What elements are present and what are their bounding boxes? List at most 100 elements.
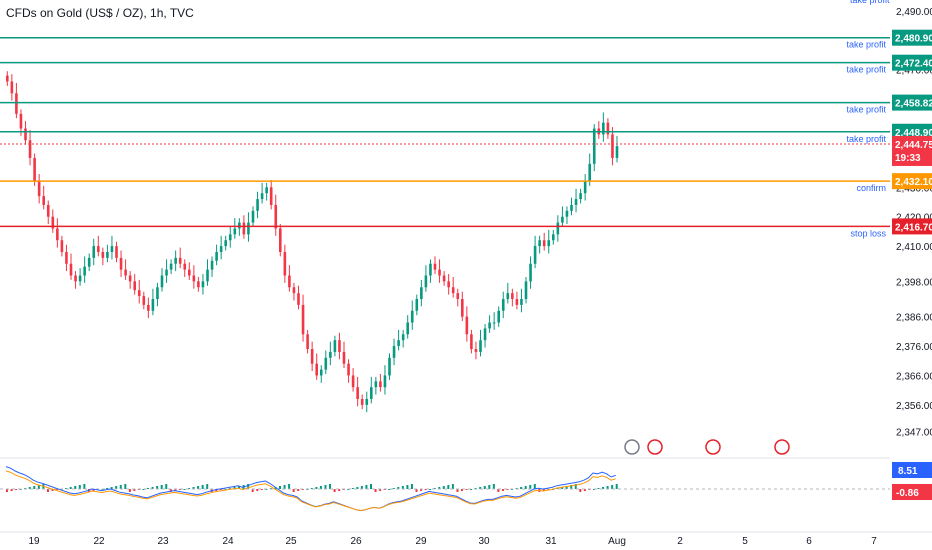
candle-body (383, 375, 387, 388)
macd-histogram-bar (124, 484, 127, 489)
x-tick-label: Aug (608, 536, 626, 547)
macd-histogram-bar (483, 486, 486, 489)
macd-histogram-bar (429, 489, 432, 490)
us-flag-icon (647, 439, 663, 455)
candle-body (356, 387, 359, 399)
macd-histogram-bar (397, 487, 400, 489)
last-price-badge (892, 135, 932, 166)
macd-histogram-bar (333, 489, 336, 492)
candle-body (570, 204, 573, 211)
candle-body (101, 251, 105, 258)
macd-histogram-bar (169, 489, 172, 492)
candle-body (342, 351, 346, 364)
candle-body (228, 234, 232, 241)
macd-histogram-bar (292, 489, 295, 492)
macd-histogram-bar (78, 485, 81, 489)
price-badge-value: 2,472.40 (895, 59, 932, 70)
x-tick-label: 24 (222, 536, 234, 547)
y-tick-label: 2,347.00 (896, 427, 932, 438)
candle-body (406, 322, 409, 335)
y-tick-label: 2,398.00 (896, 277, 932, 288)
macd-histogram-bar (92, 489, 95, 491)
x-tick-label: 26 (350, 536, 362, 547)
candle-body (142, 296, 146, 305)
candle-body (137, 290, 141, 297)
candle-body (438, 269, 441, 276)
candle-body (206, 269, 209, 282)
price-badge (892, 29, 932, 46)
macd-histogram-bar (479, 487, 482, 489)
macd-histogram-bar (206, 484, 209, 489)
macd-histogram-bar (115, 486, 118, 489)
macd-histogram-bar (420, 489, 423, 491)
lightning-icon (624, 439, 640, 455)
candle-body (338, 340, 341, 352)
macd-histogram-bar (178, 489, 181, 490)
macd-histogram-bar (388, 489, 391, 490)
macd-histogram-bar (497, 489, 500, 492)
top-partial-level-label: take profit (850, 0, 890, 5)
price-badge (892, 123, 932, 140)
candle-body (451, 287, 455, 294)
macd-histogram-bar (597, 488, 600, 489)
candle-body (552, 234, 555, 241)
candle-body (297, 293, 300, 305)
candle-body (461, 299, 464, 317)
candle-body (324, 357, 328, 370)
price-badge-value: 2,416.70 (895, 222, 932, 233)
x-tick-label: 31 (545, 536, 557, 547)
candle-body (115, 246, 118, 258)
candle-body (602, 122, 605, 135)
macd-histogram-bar (451, 484, 454, 489)
macd-histogram-bar (56, 489, 59, 490)
macd-histogram-bar (406, 485, 409, 489)
candle-body (110, 246, 114, 252)
candle-body (192, 275, 196, 282)
candle-body (92, 246, 96, 258)
macd-histogram-bar (561, 487, 564, 489)
macd-histogram-bar (279, 486, 281, 489)
us-flag-icon (774, 439, 790, 455)
candle-body (15, 93, 18, 114)
candle-body (429, 263, 432, 276)
macd-histogram-bar (365, 485, 368, 489)
candle-body (492, 322, 496, 324)
candle-body (520, 299, 523, 305)
x-tick-label: 5 (742, 536, 748, 547)
macd-histogram-bar (33, 486, 36, 489)
price-badge (892, 94, 932, 111)
candle-body (374, 381, 378, 388)
candle-body (46, 204, 50, 217)
candle-body (269, 187, 273, 205)
candle-body (233, 228, 237, 235)
candle-body (501, 299, 505, 311)
candle-body (483, 328, 487, 341)
macd-histogram-bar (260, 489, 263, 490)
macd-histogram-bar (615, 484, 618, 489)
macd-histogram-bar (28, 487, 31, 489)
macd-histogram-bar (602, 487, 605, 489)
level-label: stop loss (850, 228, 886, 238)
macd-histogram-bar (315, 487, 318, 489)
candle-body (197, 281, 200, 288)
x-tick-label: 29 (415, 536, 427, 547)
candle-body (78, 275, 82, 282)
macd-histogram-bar (147, 488, 150, 489)
candle-body (529, 263, 532, 282)
y-tick-label: 2,470.00 (896, 66, 932, 77)
macd-histogram-bar (192, 487, 195, 489)
candle-body (474, 348, 478, 352)
macd-histogram-bar (219, 489, 222, 490)
us-flag-icon (705, 439, 721, 455)
candle-body (6, 75, 9, 82)
candle-body (561, 216, 564, 223)
candle-body (479, 340, 482, 352)
last-price-countdown: 19:33 (895, 153, 921, 164)
y-tick-label: 2,366.00 (896, 371, 932, 382)
macd-histogram-bar (574, 484, 577, 489)
candle-body (470, 334, 473, 349)
macd-histogram-bar (256, 489, 259, 491)
price-badge-value: 2,480.90 (895, 34, 932, 45)
candle-body (310, 348, 314, 364)
